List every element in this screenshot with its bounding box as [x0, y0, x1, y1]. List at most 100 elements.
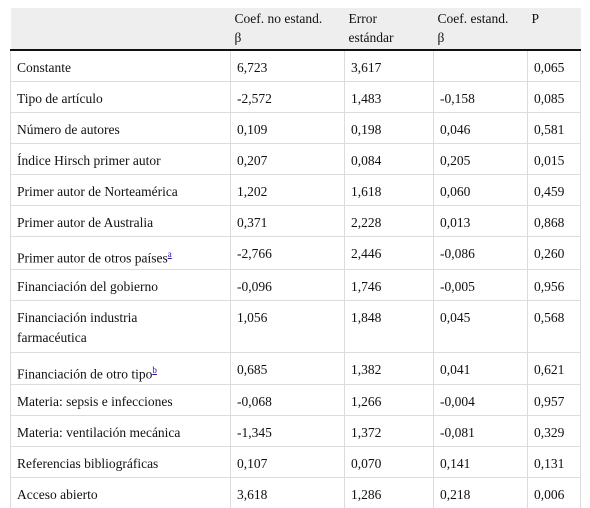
value-text: 0,685 [237, 361, 268, 377]
value-text: 1,286 [351, 487, 382, 502]
value-cell: 0,046 [433, 112, 528, 144]
header-text: estándar [348, 30, 394, 45]
table-row: Referencias bibliográficas 0,107 0,070 0,14… [10, 446, 581, 478]
row-label: Financiación de otro tipo [17, 366, 153, 381]
row-label-cell: Índice Hirsch primer autor [10, 143, 231, 175]
value-cell: 1,746 [344, 268, 434, 301]
table-row: Tipo de artículo -2,572 1,483 -0,158 0,085 [10, 81, 581, 113]
value-cell: 3,618 [230, 477, 345, 508]
row-label-cell: Materia: ventilación mecánica [10, 415, 231, 447]
value-text: -0,086 [440, 246, 475, 261]
value-text: -0,005 [440, 278, 475, 294]
row-label: Referencias bibliográficas [17, 456, 159, 471]
footnote-link[interactable]: b [152, 364, 157, 375]
value-cell: 0,006 [527, 477, 581, 508]
value-cell: 0,041 [433, 351, 528, 385]
value-text: 0,621 [534, 361, 565, 377]
value-text: 0,957 [534, 394, 565, 409]
value-text: 1,372 [351, 425, 382, 440]
row-label-cell: Financiación industria farmacéutica [10, 299, 231, 353]
value-text: 6,723 [237, 60, 268, 75]
table-row: Financiación del gobierno -0,096 1,746 -0,0… [10, 268, 581, 301]
value-cell: 0,329 [527, 415, 581, 447]
header-text: β [234, 30, 242, 45]
row-label: Materia: ventilación mecánica [17, 425, 181, 440]
value-text: 0,065 [534, 60, 565, 75]
header-cell: Coef. no estand. β [230, 8, 345, 51]
value-text: 3,617 [351, 60, 382, 75]
value-cell: -0,158 [433, 81, 528, 113]
value-text: -2,572 [237, 91, 272, 106]
table-row: Número de autores 0,109 0,198 0,046 0,581 [10, 112, 581, 144]
row-label: Primer autor de Norteamérica [17, 184, 178, 199]
value-cell: 0,957 [527, 384, 581, 416]
table-row: Índice Hirsch primer autor 0,207 0,084 0,20… [10, 143, 581, 175]
row-label-cell: Referencias bibliográficas [10, 446, 231, 478]
row-label: Tipo de artículo [17, 91, 103, 106]
value-text: 1,202 [237, 184, 268, 199]
value-text: 1,266 [351, 394, 382, 409]
value-cell: 0,015 [527, 143, 581, 175]
row-label-cell: Número de autores [10, 112, 231, 144]
value-text: 0,218 [440, 487, 471, 502]
value-cell: 2,228 [344, 205, 434, 237]
row-label-cell: Materia: sepsis e infecciones [10, 384, 231, 416]
value-cell: -0,005 [433, 268, 528, 301]
value-text: 1,746 [351, 278, 382, 294]
value-text: 0,581 [534, 122, 565, 137]
value-cell: 3,617 [344, 49, 434, 82]
value-text: 0,207 [237, 153, 268, 168]
value-cell: 0,045 [433, 299, 528, 353]
footnote-ref: b [152, 364, 157, 376]
value-text: 0,131 [534, 456, 565, 471]
row-label-cell: Primer autor de otros paísesa [10, 236, 231, 270]
value-cell: 0,013 [433, 205, 528, 237]
table-row: Materia: ventilación mecánica -1,345 1,372… [10, 415, 581, 447]
value-text: 0,141 [440, 456, 471, 471]
table-row: Primer autor de otros paísesa -2,766 2,446… [10, 236, 581, 270]
value-cell: -2,572 [230, 81, 345, 113]
value-cell: -0,068 [230, 384, 345, 416]
row-label: Primer autor de otros países [17, 250, 168, 266]
value-cell: 0,141 [433, 446, 528, 478]
value-text: -2,766 [237, 246, 272, 261]
value-cell: 0,218 [433, 477, 528, 508]
value-text: -0,068 [237, 394, 272, 409]
value-text: 0,198 [351, 122, 382, 137]
row-label-cell: Primer autor de Australia [10, 205, 231, 237]
row-label: Índice Hirsch primer autor [17, 153, 161, 168]
value-text: 0,015 [534, 153, 565, 168]
header-text: β [437, 30, 445, 45]
row-label-cell: Financiación del gobierno [10, 268, 231, 301]
value-cell: 0,260 [527, 236, 581, 270]
value-text: -1,345 [237, 425, 272, 440]
value-text: 1,848 [351, 309, 382, 325]
value-cell: 0,060 [433, 174, 528, 206]
value-text: 0,013 [440, 215, 471, 230]
value-text: 3,618 [237, 487, 268, 502]
value-text: 2,446 [351, 246, 382, 261]
value-text: 0,868 [534, 215, 565, 230]
table-row: Primer autor de Norteamérica 1,202 1,618 0,… [10, 174, 581, 206]
value-cell: 1,266 [344, 384, 434, 416]
value-cell: 0,371 [230, 205, 345, 237]
value-text: 0,046 [440, 122, 471, 137]
row-label-cell: Constante [10, 49, 231, 82]
regression-table: Coef. no estand. β Error estándar Coef. esta… [10, 8, 581, 508]
header-text: Error [348, 11, 377, 26]
row-label: Financiación del gobierno [17, 278, 158, 294]
value-text: 1,382 [351, 361, 382, 377]
value-cell: 0,956 [527, 268, 581, 301]
value-cell: 1,372 [344, 415, 434, 447]
value-cell: 0,205 [433, 143, 528, 175]
value-text: 0,084 [351, 153, 382, 168]
footnote-link[interactable]: a [167, 249, 172, 259]
value-cell: 1,848 [344, 299, 434, 353]
table-body: Constante 6,723 3,617 0,065 Tipo de artículo… [10, 49, 581, 508]
value-text: 0,568 [534, 309, 565, 325]
table-row: Financiación de otro tipob 0,685 1,382 0,04… [10, 351, 581, 385]
table-row: Materia: sepsis e infecciones -0,068 1,266… [10, 384, 581, 416]
value-text: 0,371 [237, 215, 268, 230]
table-row: Financiación industria farmacéutica 1,056 1… [10, 299, 581, 353]
